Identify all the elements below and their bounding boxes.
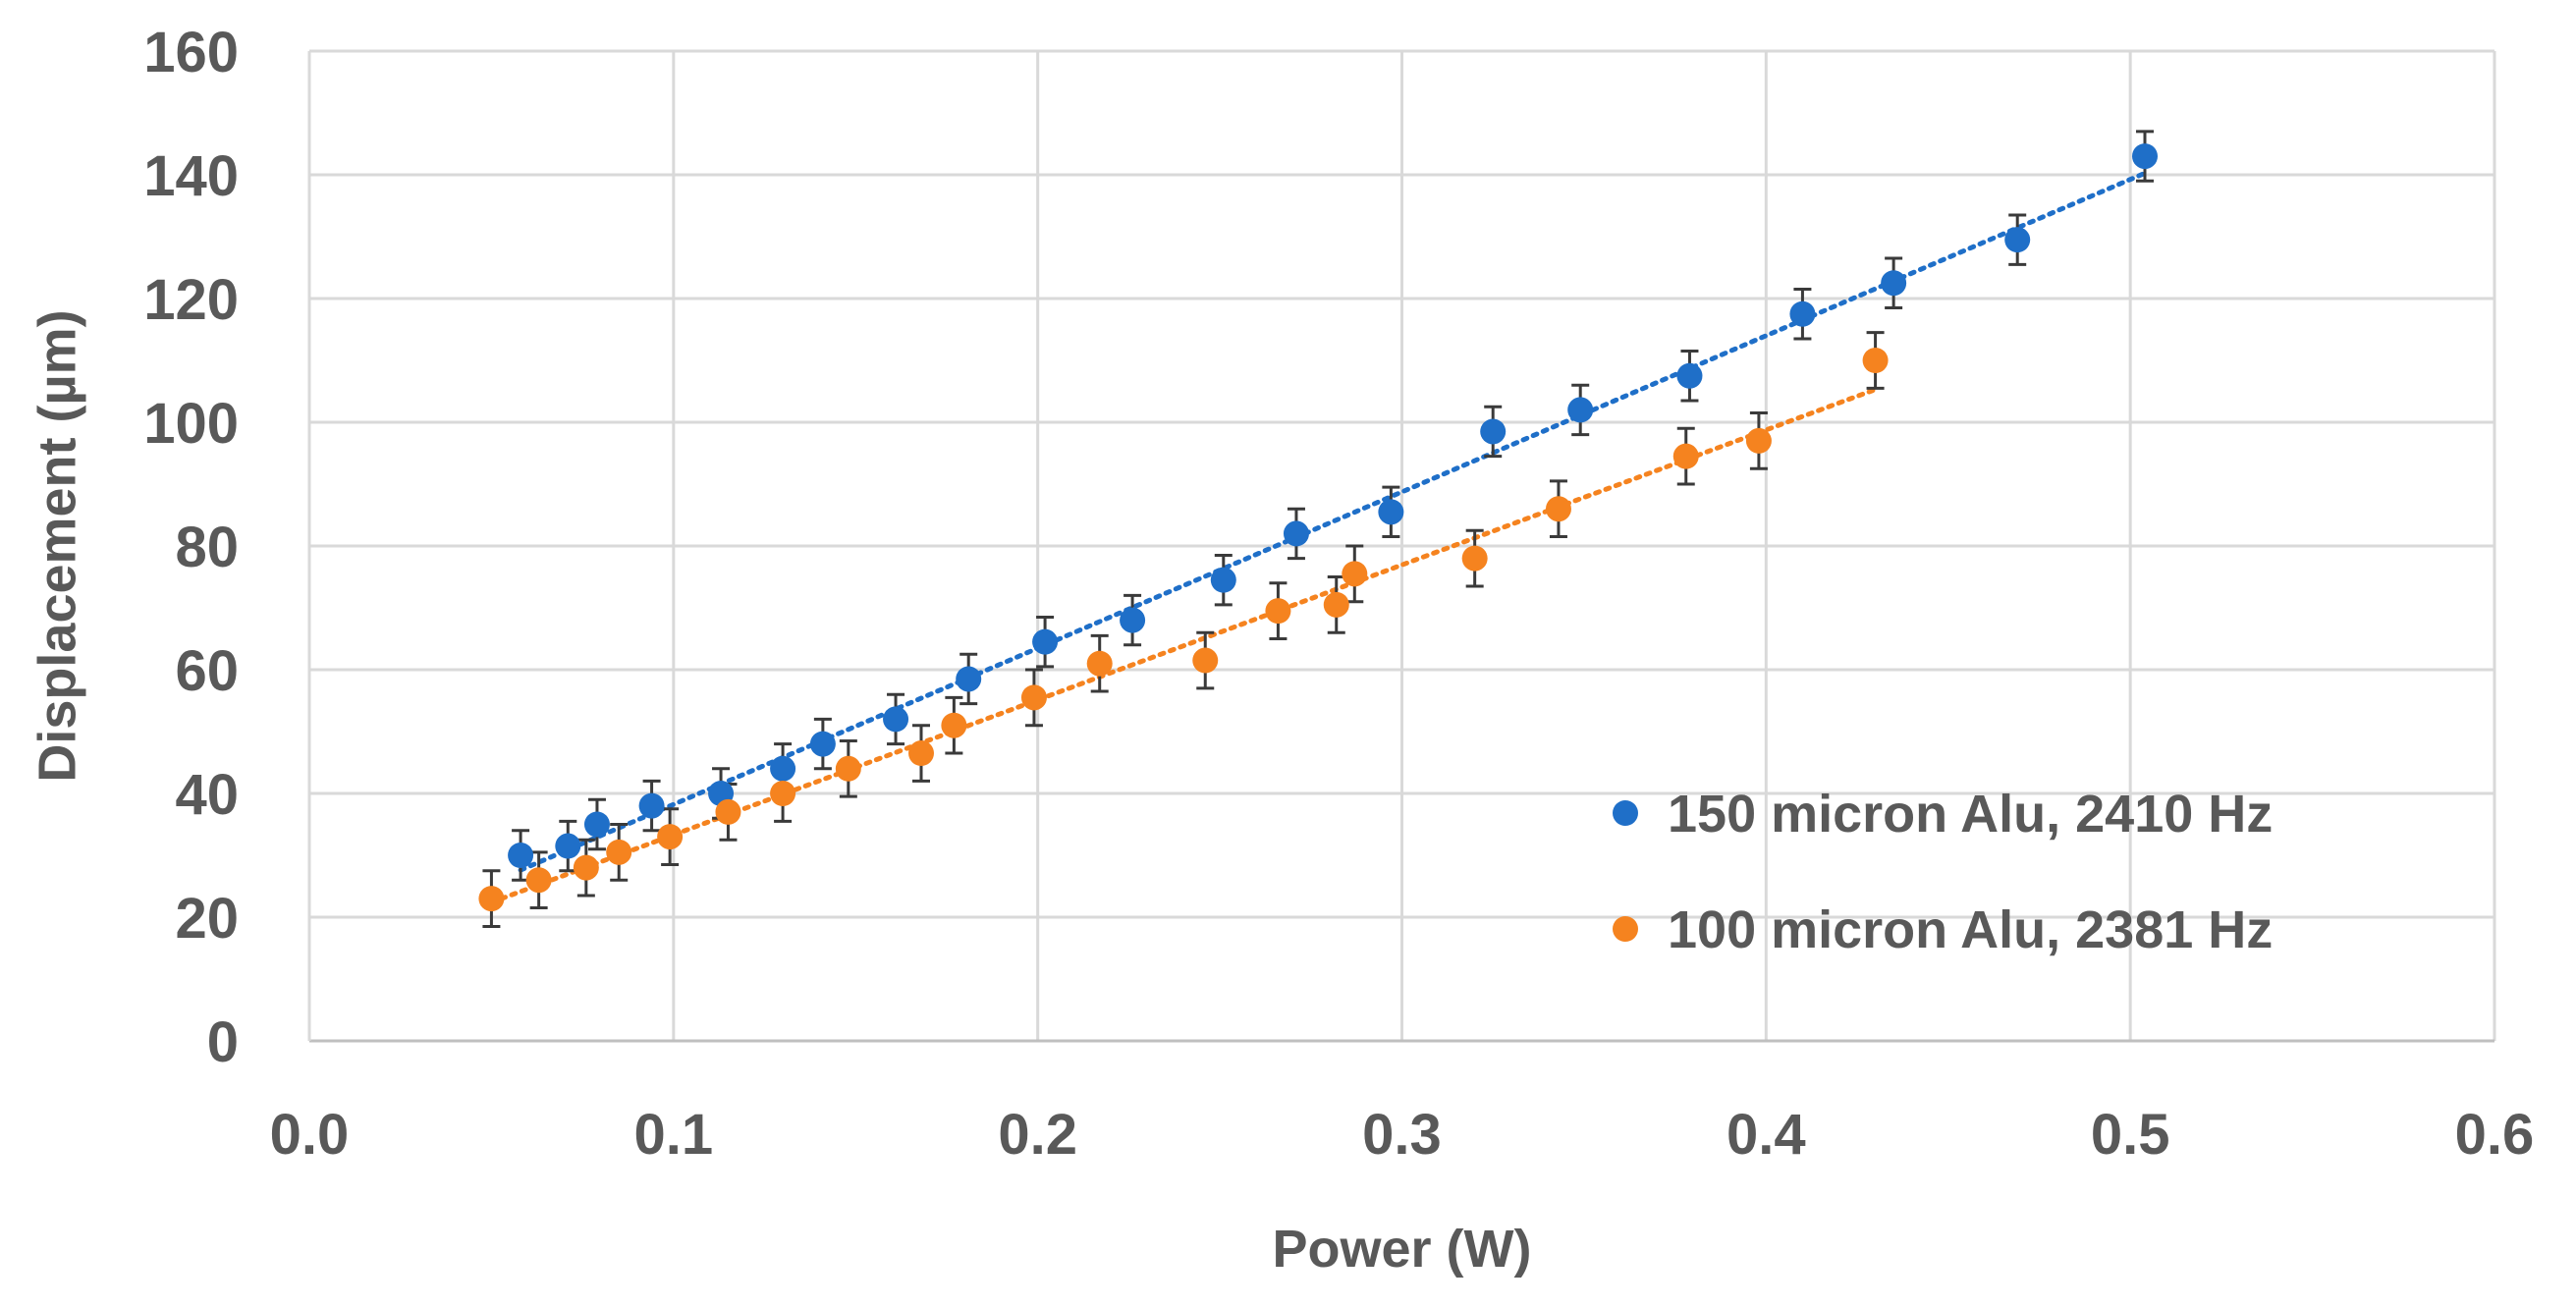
x-tick-label: 0.5 [2091,1103,2170,1167]
tick-labels: 0 20 40 60 80 100 120 140 160 0.0 0.1 0.2 0.3 0.4 0.5 0… [143,21,2534,1167]
y-tick-label: 0 [207,1010,239,1074]
data-point-series-1 [1086,650,1113,677]
data-point-series-0 [508,843,534,868]
data-point-series-1 [1461,545,1488,572]
data-point-series-0 [956,666,982,692]
data-point-series-1 [573,854,599,881]
data-point-series-1 [941,712,967,738]
trendlines [488,170,2148,905]
x-axis-title: Power (W) [1273,1220,1532,1279]
data-point-series-1 [835,755,861,782]
data-point-series-1 [770,781,796,806]
data-point-series-0 [1480,418,1507,445]
data-point-series-0 [809,731,836,757]
legend-marker-series-1 [1613,916,1638,942]
data-point-series-0 [1789,300,1816,327]
data-point-series-1 [657,824,684,850]
x-tick-label: 0.0 [270,1103,350,1167]
data-point-series-0 [1032,628,1059,655]
data-point-series-0 [2132,143,2158,170]
data-point-series-1 [478,886,505,912]
data-point-series-1 [525,867,552,894]
legend-marker-series-0 [1613,800,1638,826]
data-point-series-1 [1020,684,1047,711]
legend-label-series-0: 150 micron Alu, 2410 Hz [1668,785,2273,844]
x-tick-label: 0.6 [2455,1103,2535,1167]
data-point-series-0 [1881,270,1907,297]
data-point-series-0 [1567,397,1594,423]
data-point-series-0 [2004,227,2031,253]
x-tick-label: 0.2 [998,1103,1077,1167]
x-tick-label: 0.3 [1362,1103,1442,1167]
data-point-series-0 [583,811,610,838]
y-tick-label: 140 [143,144,239,208]
legend: 150 micron Alu, 2410 Hz 100 micron Alu, 2… [1613,785,2273,959]
data-point-series-0 [1283,520,1309,547]
data-point-series-1 [1862,348,1889,373]
data-point-series-0 [555,833,581,859]
trendline-series-1 [488,387,1879,905]
data-point-series-1 [908,740,934,767]
y-tick-label: 80 [175,516,239,579]
data-points [478,143,2158,912]
y-tick-label: 160 [143,21,239,84]
data-point-series-1 [1545,496,1571,522]
data-point-series-0 [1378,499,1404,525]
y-tick-label: 120 [143,268,239,332]
data-point-series-1 [606,839,632,865]
legend-label-series-1: 100 micron Alu, 2381 Hz [1668,900,2273,959]
data-point-series-0 [1120,607,1146,633]
data-point-series-1 [1323,591,1349,618]
data-point-series-0 [638,792,665,819]
x-tick-label: 0.4 [1726,1103,1806,1167]
axes [307,51,2494,1043]
y-tick-label: 40 [175,763,239,827]
data-point-series-1 [715,798,741,825]
y-axis-title: Displacement (µm) [27,309,86,782]
grid-lines [307,49,2496,1043]
data-point-series-1 [1745,427,1772,454]
data-point-series-0 [770,755,796,782]
axis-titles: Power (W) Displacement (µm) [27,309,1531,1279]
y-tick-label: 60 [175,639,239,703]
data-point-series-1 [1672,443,1699,469]
data-point-series-0 [1676,362,1703,389]
trendline-series-0 [518,170,2148,873]
data-point-series-0 [883,706,909,733]
y-tick-label: 100 [143,392,239,456]
data-point-series-0 [1210,567,1236,593]
data-point-series-1 [1192,647,1219,674]
data-point-series-1 [1265,598,1291,625]
y-tick-label: 20 [175,887,239,951]
data-point-series-1 [1342,561,1368,587]
x-tick-label: 0.1 [634,1103,714,1167]
